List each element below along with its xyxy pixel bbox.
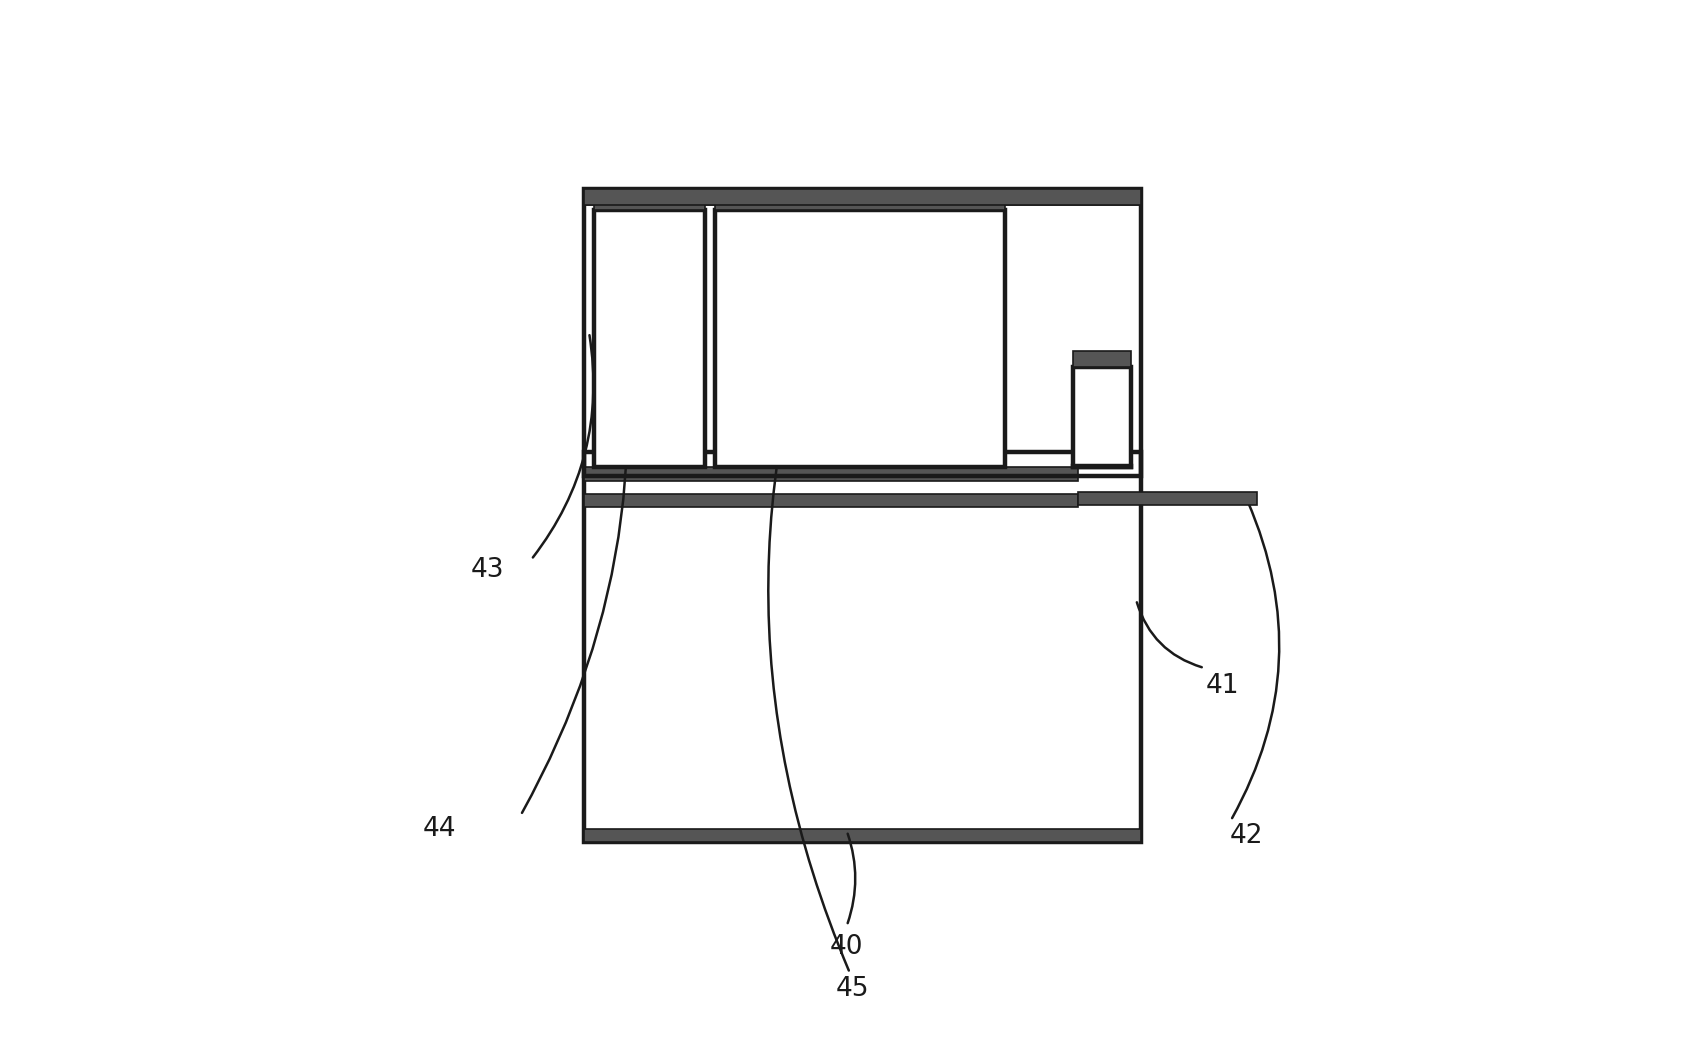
Bar (584, 829, 1140, 842)
Text: 44: 44 (422, 816, 456, 842)
Bar (584, 494, 1078, 507)
Bar (1073, 351, 1130, 367)
Bar (584, 452, 1140, 842)
Bar (594, 210, 705, 467)
Text: 41: 41 (1204, 673, 1238, 699)
Bar (584, 189, 1140, 476)
Bar (594, 195, 705, 210)
Text: 43: 43 (469, 558, 503, 583)
Bar (715, 195, 1004, 210)
Bar (584, 189, 1140, 205)
Bar (584, 467, 1078, 481)
Bar (1073, 466, 1130, 467)
Bar (1073, 367, 1130, 467)
Bar (1078, 492, 1256, 505)
Bar (584, 189, 1140, 205)
Text: 40: 40 (829, 934, 863, 959)
Bar (715, 210, 1004, 467)
Text: 42: 42 (1230, 824, 1263, 849)
Text: 45: 45 (834, 976, 868, 1002)
